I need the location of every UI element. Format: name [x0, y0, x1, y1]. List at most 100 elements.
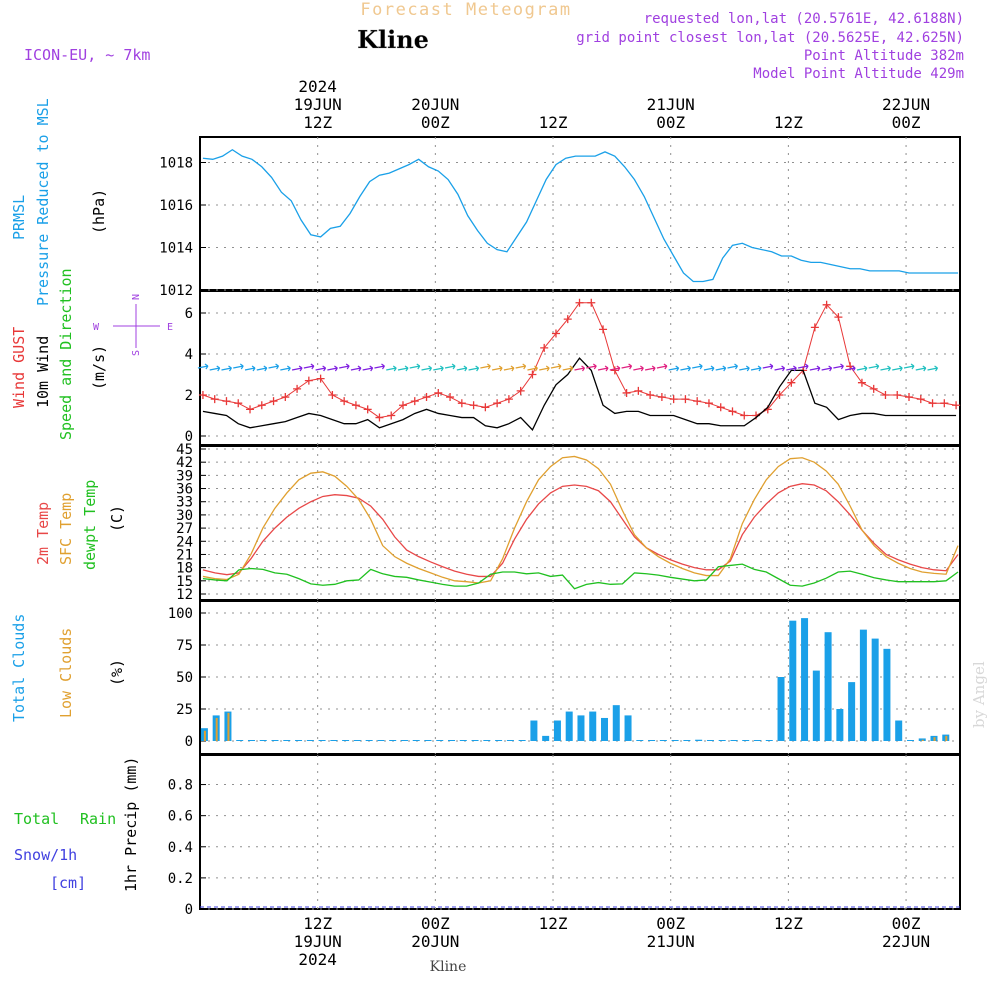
pressure-label-b: Pressure Reduced to MSL [34, 98, 52, 306]
wind-direction-arrow [244, 365, 256, 372]
gust-marker [257, 401, 266, 410]
y-tick-label: 0.6 [168, 809, 193, 825]
pressure-unit: (hPa) [90, 189, 108, 234]
wind-direction-arrow [574, 365, 586, 372]
wind-direction-arrow [692, 363, 703, 370]
y-tick-label: 42 [176, 455, 193, 471]
wind-direction-arrow [750, 365, 762, 372]
gust-marker [905, 393, 914, 402]
y-tick-label: 0.4 [168, 840, 193, 856]
wind-direction-arrow [539, 365, 550, 372]
wind-unit: (m/s) [90, 345, 108, 390]
wind-direction-arrow [397, 365, 409, 372]
wind-direction-arrow [362, 365, 374, 372]
gust-marker [952, 401, 961, 410]
panel-frame [199, 754, 961, 910]
total-clouds-bar [518, 740, 526, 741]
total-clouds-bar [589, 711, 597, 741]
low-clouds-bar [945, 735, 948, 741]
total-clouds-bar [495, 740, 503, 741]
gust-marker [740, 411, 749, 420]
total-clouds-bar [236, 740, 244, 741]
gust-marker [775, 391, 784, 399]
total-clouds-bar [353, 740, 361, 741]
wind-direction-arrow [868, 363, 880, 370]
y-tick-label: 33 [176, 495, 193, 511]
gust-marker [469, 401, 478, 410]
total-clouds-bar [848, 682, 856, 741]
gust-marker [681, 395, 690, 404]
top-time-label: 00Z [892, 113, 921, 132]
low-clouds-bar [215, 717, 218, 741]
wind-direction-arrow [856, 365, 868, 372]
bottom-time-label: 00Z [656, 914, 685, 933]
wind-direction-arrow [197, 363, 209, 370]
wind-direction-arrow [762, 363, 774, 370]
gust-marker [822, 300, 831, 309]
gust-marker [516, 386, 525, 395]
gust-marker [928, 399, 937, 408]
wind-direction-arrow [456, 365, 468, 372]
gust-marker [669, 395, 678, 404]
total-clouds-bar [448, 740, 456, 741]
total-clouds-bar [424, 740, 432, 741]
y-tick-label: 0 [185, 734, 193, 750]
total-clouds-bar [553, 720, 561, 741]
wind-direction-arrow [727, 363, 738, 370]
total-clouds-label: Total Clouds [10, 614, 28, 722]
y-tick-label: 50 [176, 670, 193, 686]
total-clouds-bar [812, 670, 820, 741]
gust-marker [457, 399, 466, 408]
footer-location: Kline [430, 959, 467, 975]
temp-line-sfc_temp [202, 455, 959, 584]
total-clouds-bar [271, 740, 279, 741]
total-clouds-bar [883, 648, 891, 741]
total-clouds-bar [506, 740, 514, 741]
bottom-time-label: 12Z [539, 914, 568, 933]
gust-marker [504, 395, 513, 404]
wind-direction-arrow [350, 365, 362, 372]
gust-marker [881, 391, 890, 399]
total-clouds-bar [283, 740, 291, 741]
total-clouds-bar [459, 740, 467, 741]
snow-unit-label: [cm] [50, 874, 86, 892]
wind-direction-arrow [644, 365, 656, 372]
total-clouds-bar [601, 717, 609, 741]
total-clouds-bar [400, 740, 408, 741]
total-clouds-bar [412, 740, 420, 741]
wind-direction-arrow [303, 363, 315, 370]
top-time-label: 12Z [539, 113, 568, 132]
wind-direction-arrow [433, 365, 444, 372]
wind-direction-arrow [621, 363, 633, 370]
wind-direction-arrow [680, 365, 691, 372]
y-tick-label: 30 [176, 508, 193, 524]
direction-label: Speed and Direction [57, 268, 75, 440]
y-tick-label: 0.2 [168, 871, 193, 887]
gust-marker [857, 378, 866, 387]
y-tick-label: 4 [185, 347, 193, 363]
total-clouds-bar [436, 740, 444, 741]
gust-marker [610, 366, 619, 375]
total-clouds-bar [730, 740, 738, 741]
total-clouds-bar [530, 720, 538, 741]
grid-lines [200, 137, 960, 910]
total-clouds-bar [565, 711, 573, 741]
total-clouds-bar [542, 735, 550, 741]
gust-label: Wind GUST [10, 327, 28, 408]
gust-marker [269, 397, 278, 406]
wind-direction-arrow [291, 365, 303, 372]
top-time-label: 00Z [421, 113, 450, 132]
wind-direction-arrow [550, 363, 562, 370]
gust-marker [434, 388, 443, 397]
total-clouds-bar [624, 715, 632, 741]
wind-label: 10m Wind [34, 336, 52, 408]
wind-direction-arrow [221, 365, 232, 372]
gust-marker [634, 386, 643, 395]
top-time-label: 12Z [774, 113, 803, 132]
y-tick-label: 1012 [159, 283, 193, 299]
gust-marker [351, 401, 360, 410]
total-clouds-bar [695, 739, 703, 741]
wind-direction-arrow [586, 363, 597, 370]
gust-marker [446, 393, 455, 402]
